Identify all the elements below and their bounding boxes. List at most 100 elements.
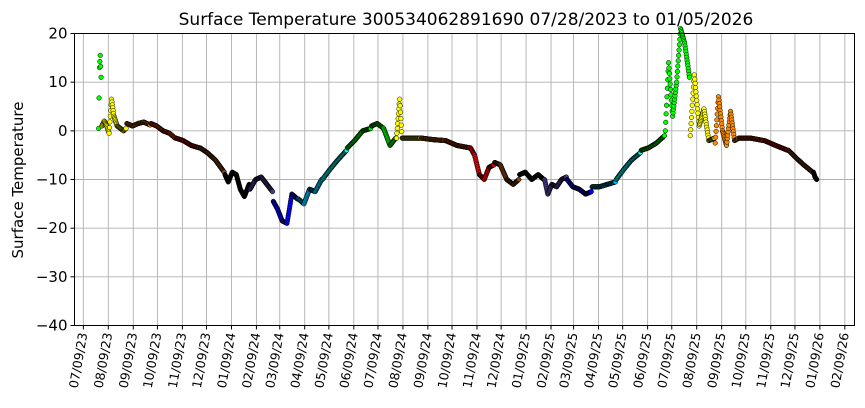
x-tick-label: 03/09/25 (556, 331, 581, 389)
y-tick-label: 20 (48, 25, 67, 43)
data-point (106, 130, 112, 136)
x-tick-label: 10/09/24 (434, 331, 459, 389)
data-point (663, 111, 669, 117)
series-segment (638, 133, 668, 153)
data-point (97, 52, 103, 58)
data-point (688, 127, 694, 133)
x-tick-label: 06/09/24 (336, 331, 361, 389)
data-point (397, 103, 403, 109)
data-point (397, 96, 403, 102)
x-tick-label: 12/09/25 (777, 331, 802, 389)
data-point (692, 85, 699, 91)
data-point (693, 93, 699, 99)
series-segment (564, 176, 594, 197)
data-point (713, 123, 720, 129)
data-point (694, 106, 701, 112)
data-point (393, 135, 400, 141)
data-point (691, 72, 697, 78)
x-tick-label: 09/09/24 (410, 331, 435, 389)
data-point (98, 63, 104, 69)
x-tick-label: 11/09/25 (753, 331, 778, 389)
data-point (106, 125, 113, 131)
data-point (694, 102, 700, 108)
series-segment (613, 150, 643, 183)
data-point (394, 130, 400, 136)
x-tick-label: 09/09/23 (116, 331, 141, 389)
data-point (666, 60, 672, 66)
x-tick-label: 01/09/25 (509, 331, 534, 389)
data-point (676, 52, 682, 58)
data-point (588, 189, 594, 195)
data-point (676, 47, 682, 53)
data-point (687, 133, 693, 139)
x-tick-label: 07/09/23 (66, 331, 91, 389)
x-tick-label: 08/09/24 (385, 331, 410, 389)
series-segment (736, 135, 767, 144)
x-tick-label: 10/09/25 (728, 331, 753, 389)
series-segment (589, 179, 618, 190)
data-point (689, 102, 695, 108)
series-segment (443, 138, 473, 151)
x-tick-label: 08/09/25 (679, 331, 704, 389)
data-point (96, 95, 102, 101)
data-point (675, 58, 681, 64)
data-point (692, 80, 698, 86)
series-segment (270, 191, 301, 226)
series-segment (785, 147, 816, 175)
data-point (688, 114, 695, 120)
data-point (398, 122, 404, 128)
x-tick-label: 04/09/24 (287, 331, 312, 389)
y-tick-label: 10 (48, 73, 67, 91)
data-point (399, 129, 405, 135)
data-point (675, 63, 681, 69)
series-segment (687, 72, 717, 144)
series-segment (467, 145, 497, 183)
x-tick-label: 08/09/23 (91, 331, 116, 389)
data-point (688, 120, 694, 127)
x-tick-label: 07/09/24 (360, 331, 385, 389)
grid-lines (74, 33, 855, 326)
data-point (663, 102, 670, 108)
data-point (397, 109, 404, 115)
series-segment (542, 174, 569, 197)
series-segment (662, 26, 693, 134)
data-point (814, 176, 820, 183)
y-tick-label: −40 (36, 317, 68, 335)
series-segment (99, 96, 129, 136)
series-segment (197, 145, 227, 175)
x-tick-label: 01/09/26 (802, 331, 827, 389)
data-point (689, 108, 695, 114)
y-tick-label: −30 (36, 268, 68, 286)
data-point (695, 110, 701, 116)
data-point (686, 74, 693, 80)
data-point (712, 140, 718, 146)
data-point (664, 94, 670, 100)
x-tick-label: 11/09/24 (459, 331, 484, 389)
series-segment (173, 135, 202, 151)
data-point (676, 42, 682, 48)
series-segment (418, 135, 448, 144)
x-tick-label: 02/09/25 (533, 331, 558, 389)
x-tick-label: 12/09/23 (189, 331, 214, 389)
x-tick-label: 01/09/24 (214, 331, 239, 389)
data-point (674, 68, 680, 75)
data-point (714, 117, 720, 123)
data-point (123, 125, 129, 131)
series-segment (96, 52, 104, 131)
series-segment (517, 169, 547, 183)
data-points (96, 26, 820, 226)
data-point (674, 79, 680, 85)
data-point (667, 81, 673, 87)
x-tick-label: 11/09/23 (165, 331, 190, 389)
data-point (674, 74, 680, 80)
x-tick-label: 10/09/23 (140, 331, 165, 389)
x-tick-label: 06/09/25 (630, 331, 655, 389)
data-point (713, 134, 719, 140)
data-point (713, 128, 719, 134)
data-point (269, 189, 276, 195)
x-tick-label: 03/09/24 (262, 331, 287, 389)
data-point (663, 119, 669, 125)
x-tick-label: 09/09/25 (704, 331, 729, 389)
series-segment (712, 94, 742, 148)
